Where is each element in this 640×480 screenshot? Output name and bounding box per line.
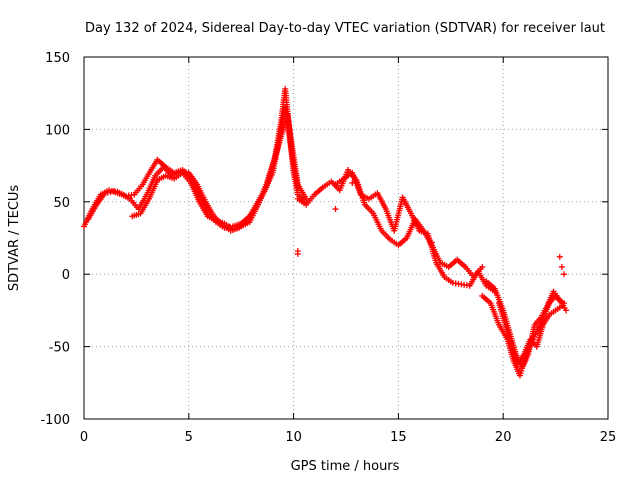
data-point-outlier [294, 248, 301, 255]
axis-ticks: 0 5 10 15 20 25 150 100 50 0 -50 -100 [40, 51, 616, 445]
data-point-outlier [560, 271, 567, 278]
data-point [479, 263, 486, 270]
y-tick-label: -100 [40, 413, 70, 428]
x-tick-label: 10 [285, 430, 302, 445]
chart-title: Day 132 of 2024, Sidereal Day-to-day VTE… [85, 21, 605, 36]
data-point-outlier [558, 263, 565, 270]
y-axis-label: SDTVAR / TECUs [7, 185, 22, 292]
y-tick-label: 0 [62, 268, 70, 283]
y-tick-label: 150 [45, 51, 70, 66]
x-tick-label: 15 [390, 430, 407, 445]
data-point [303, 195, 310, 202]
data-point-outlier [349, 179, 356, 186]
data-point-outlier [428, 239, 435, 246]
data-point [563, 307, 570, 314]
y-tick-label: 50 [53, 196, 70, 211]
data-point-outlier [332, 206, 339, 213]
x-tick-label: 5 [185, 430, 193, 445]
x-axis-label: GPS time / hours [291, 459, 400, 474]
x-tick-label: 0 [80, 430, 88, 445]
grid [84, 57, 608, 419]
data-point [558, 303, 565, 310]
data-marks [81, 85, 570, 379]
plot-frame [83, 56, 609, 420]
y-tick-label: -50 [49, 341, 70, 356]
y-tick-label: 100 [45, 123, 70, 138]
data-point-outlier [556, 253, 563, 260]
x-tick-label: 25 [600, 430, 617, 445]
x-tick-label: 20 [495, 430, 512, 445]
